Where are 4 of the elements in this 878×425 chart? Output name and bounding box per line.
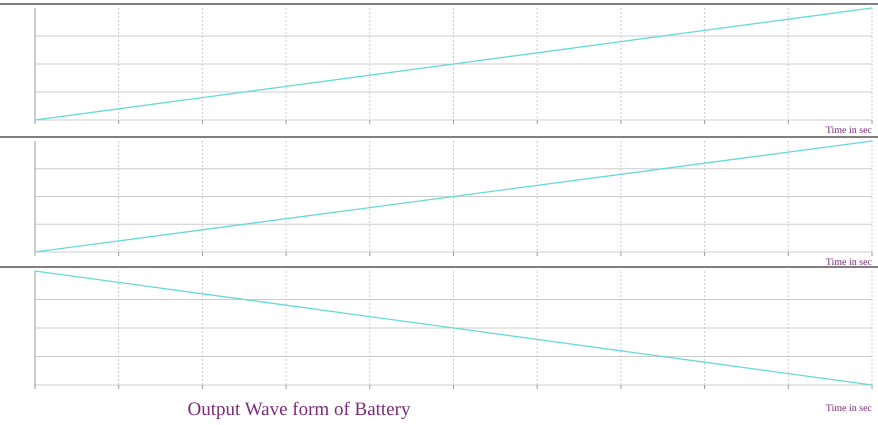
text: Output Wave form of Battery	[188, 399, 411, 420]
x-axis-title: Time in sec	[826, 403, 873, 414]
x-axis-title: Time in sec	[826, 125, 873, 136]
x-axis-title: Time in sec	[826, 257, 873, 268]
